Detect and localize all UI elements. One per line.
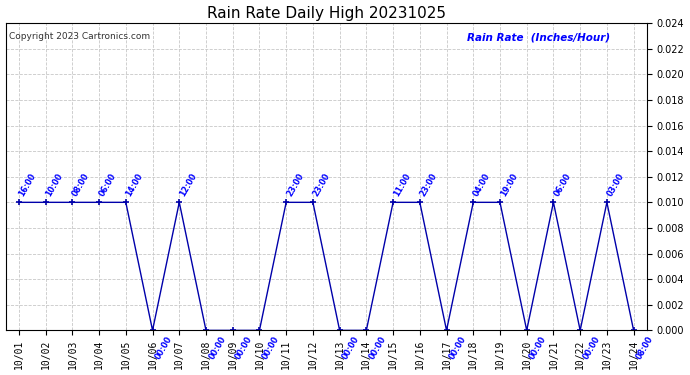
Text: 00:00: 00:00 (234, 335, 255, 361)
Text: 00:00: 00:00 (261, 335, 282, 361)
Text: Copyright 2023 Cartronics.com: Copyright 2023 Cartronics.com (9, 32, 150, 41)
Text: 06:00: 06:00 (98, 171, 118, 198)
Text: 03:00: 03:00 (606, 171, 626, 198)
Text: 04:00: 04:00 (472, 171, 493, 198)
Title: Rain Rate Daily High 20231025: Rain Rate Daily High 20231025 (207, 6, 446, 21)
Text: 23:00: 23:00 (312, 171, 332, 198)
Text: 00:00: 00:00 (154, 335, 175, 361)
Text: 23:00: 23:00 (418, 171, 439, 198)
Text: 23:00: 23:00 (285, 171, 305, 198)
Text: 11:00: 11:00 (392, 171, 412, 198)
Text: 00:00: 00:00 (528, 335, 549, 361)
Text: 08:00: 08:00 (635, 335, 656, 361)
Text: 00:00: 00:00 (368, 335, 388, 361)
Text: 00:00: 00:00 (207, 335, 228, 361)
Text: Rain Rate  (Inches/Hour): Rain Rate (Inches/Hour) (467, 32, 611, 42)
Text: 00:00: 00:00 (582, 335, 602, 361)
Text: 12:00: 12:00 (178, 171, 199, 198)
Text: 10:00: 10:00 (44, 171, 65, 198)
Text: 00:00: 00:00 (448, 335, 469, 361)
Text: 16:00: 16:00 (17, 171, 38, 198)
Text: 00:00: 00:00 (341, 335, 362, 361)
Text: 06:00: 06:00 (552, 171, 573, 198)
Text: 14:00: 14:00 (124, 171, 145, 198)
Text: 08:00: 08:00 (71, 171, 92, 198)
Text: 19:00: 19:00 (499, 171, 519, 198)
